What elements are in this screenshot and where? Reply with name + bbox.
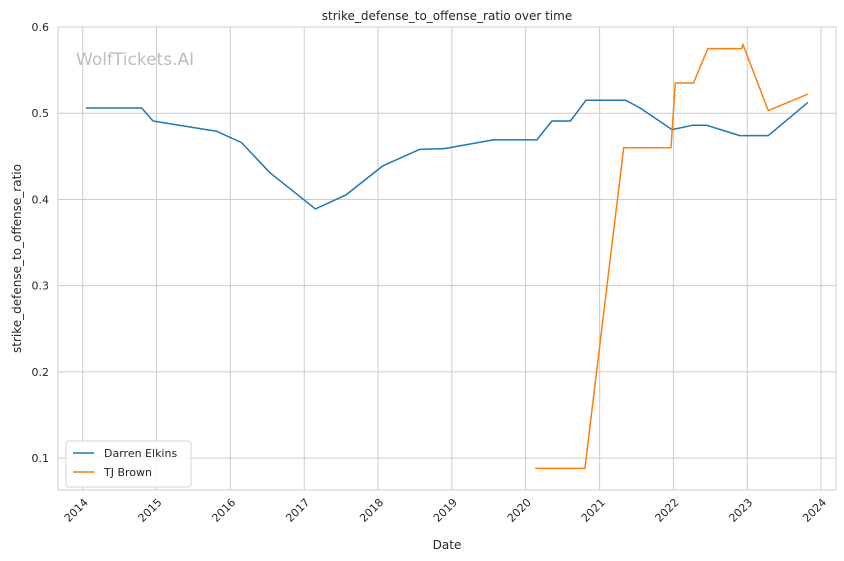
- y-axis-ticks: 0.1 0.2 0.3 0.4 0.5 0.6: [32, 21, 50, 465]
- plot-area-frame: [57, 26, 837, 491]
- chart-title: strike_defense_to_offense_ratio over tim…: [322, 9, 572, 23]
- y-tick-label: 0.5: [32, 107, 50, 120]
- legend-box: [65, 440, 192, 488]
- watermark-text: WolfTickets.AI: [76, 50, 194, 70]
- series-line-1: [535, 43, 809, 470]
- y-tick-label: 0.1: [32, 452, 50, 465]
- x-axis-label: Date: [433, 538, 462, 552]
- y-tick-label: 0.6: [32, 21, 50, 34]
- y-tick-label: 0.2: [32, 366, 50, 379]
- series-layer: [85, 43, 809, 470]
- y-tick-label: 0.3: [32, 280, 50, 293]
- y-tick-label: 0.4: [32, 193, 50, 206]
- series-line-0: [85, 99, 809, 210]
- legend-label: TJ Brown: [103, 466, 152, 479]
- legend-label: Darren Elkins: [104, 447, 177, 460]
- legend: Darren Elkins TJ Brown: [65, 440, 192, 488]
- y-axis-label: strike_defense_to_offense_ratio: [10, 164, 24, 353]
